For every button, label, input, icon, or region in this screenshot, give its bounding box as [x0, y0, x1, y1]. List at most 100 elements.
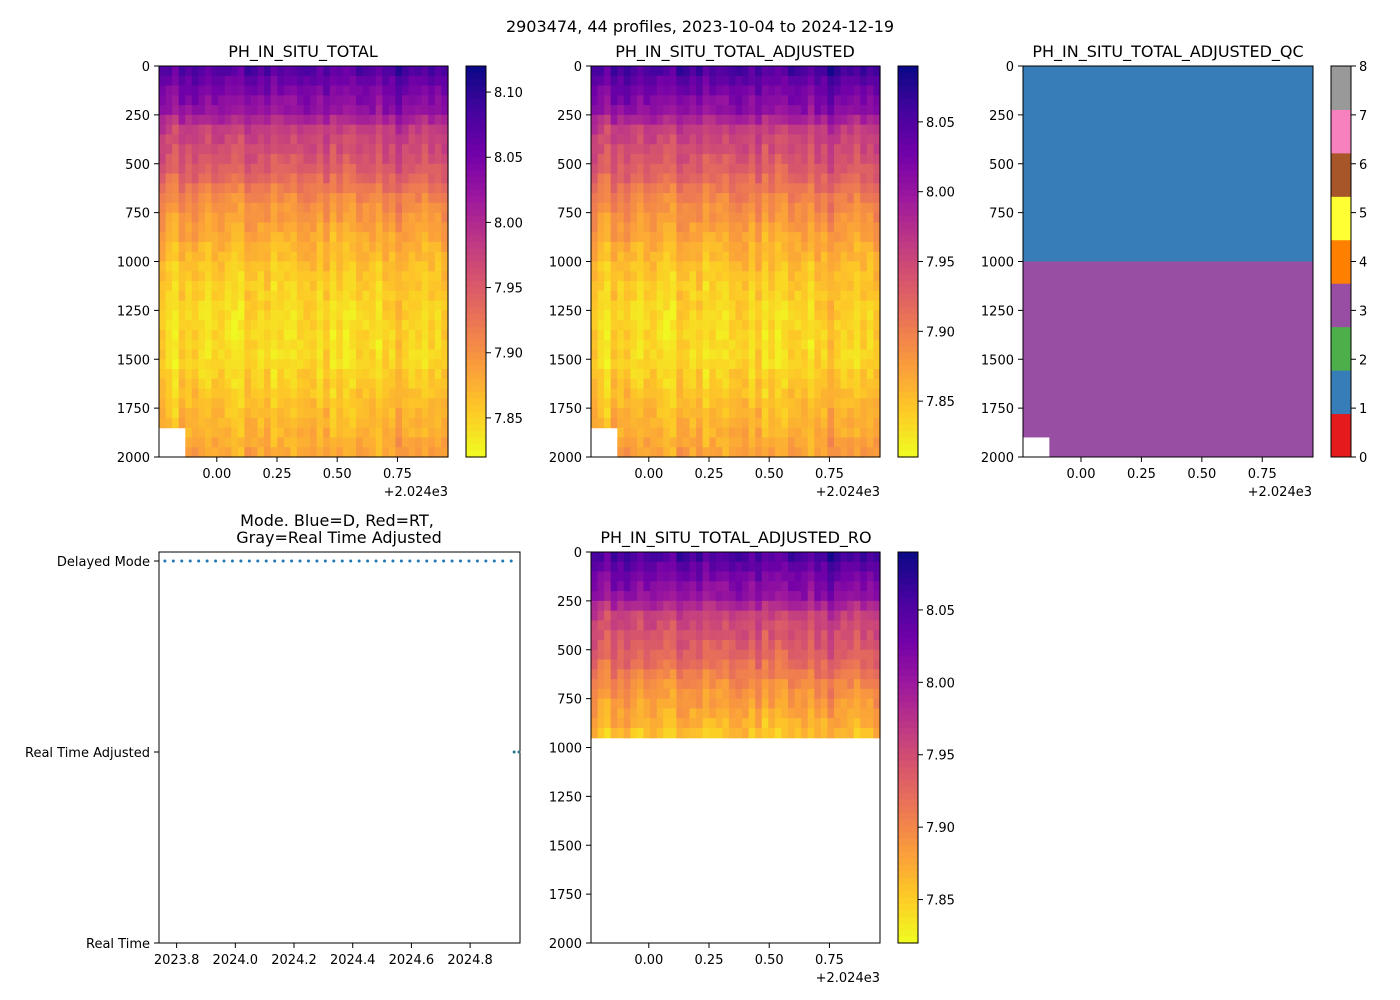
heatmap-cell	[847, 610, 855, 622]
heatmap-cell	[434, 427, 443, 439]
heatmap-cell	[801, 320, 809, 331]
heatmap-cell	[165, 349, 173, 360]
heatmap-cell	[702, 447, 710, 458]
heatmap-cell	[794, 241, 802, 253]
qc-colorbar-segment	[1331, 66, 1351, 110]
heatmap-cell	[591, 659, 599, 670]
heatmap-cell	[630, 447, 638, 458]
heatmap-cell	[250, 163, 259, 175]
heatmap-cell	[676, 329, 684, 341]
heatmap-cell	[296, 329, 305, 341]
heatmap-cell	[840, 581, 848, 592]
heatmap-cell	[853, 212, 861, 223]
heatmap-cell	[827, 688, 835, 700]
heatmap-cell	[722, 349, 730, 360]
heatmap-cell	[834, 310, 842, 321]
heatmap-cell	[604, 581, 612, 592]
heatmap-cell	[204, 66, 213, 77]
heatmap-cell	[198, 378, 206, 390]
heatmap-cell	[643, 339, 651, 351]
heatmap-cell	[250, 349, 259, 360]
heatmap-cell	[623, 222, 632, 233]
heatmap-cell	[434, 183, 443, 194]
heatmap-cell	[827, 173, 835, 184]
heatmap-cell	[669, 698, 677, 709]
heatmap-cell	[408, 163, 416, 175]
heatmap-cell	[185, 408, 193, 419]
heatmap-cell	[696, 581, 704, 592]
heatmap-cell	[349, 85, 357, 96]
heatmap-cell	[834, 251, 842, 263]
heatmap-cell	[382, 427, 390, 439]
heatmap-cell	[310, 408, 318, 419]
heatmap-cell	[369, 163, 377, 175]
heatmap-cell	[211, 339, 219, 351]
heatmap-cell	[866, 552, 875, 563]
heatmap-cell	[428, 105, 436, 116]
heatmap-cell	[172, 153, 180, 165]
heatmap-cell	[669, 95, 677, 106]
heatmap-cell	[702, 153, 710, 165]
heatmap-cell	[774, 105, 783, 116]
heatmap-cell	[866, 447, 875, 458]
heatmap-cell	[617, 290, 625, 302]
heatmap-cell	[617, 561, 625, 573]
heatmap-cell	[610, 718, 618, 729]
heatmap-cell	[257, 95, 265, 106]
heatmap-cell	[663, 193, 671, 204]
heatmap-cell	[814, 271, 822, 282]
heatmap-cell	[388, 153, 397, 165]
heatmap-cell	[415, 369, 423, 380]
heatmap-cell	[421, 339, 429, 351]
heatmap-cell	[623, 649, 632, 661]
heatmap-cell	[722, 571, 730, 582]
heatmap-cell	[834, 329, 842, 341]
heatmap-cell	[185, 202, 193, 214]
heatmap-cell	[735, 105, 743, 116]
heatmap-cell	[211, 212, 219, 223]
heatmap-cell	[428, 66, 436, 77]
colorbar-segment	[898, 636, 918, 644]
heatmap-cell	[735, 417, 743, 429]
colorbar-segment	[898, 248, 918, 256]
heatmap-cell	[597, 688, 605, 700]
heatmap-cell	[643, 95, 651, 106]
heatmap-cell	[774, 95, 783, 106]
heatmap-cell	[237, 95, 245, 106]
colorbar-segment	[898, 189, 918, 197]
heatmap-cell	[415, 349, 423, 360]
heatmap-cell	[873, 124, 881, 136]
heatmap-cell	[402, 75, 410, 87]
colorbar-segment	[898, 701, 918, 709]
heatmap-cell	[290, 202, 298, 214]
colorbar-segment	[898, 144, 918, 152]
heatmap-cell	[395, 124, 403, 136]
heatmap-cell	[742, 261, 750, 272]
heatmap-cell	[866, 271, 875, 282]
heatmap-cell	[636, 688, 645, 700]
heatmap-cell	[191, 232, 200, 243]
colorbar-segment	[466, 98, 486, 106]
heatmap-cell	[296, 183, 305, 194]
heatmap-cell	[310, 300, 318, 311]
heatmap-cell	[408, 369, 416, 380]
heatmap-cell	[185, 251, 193, 263]
heatmap-cell	[323, 173, 331, 184]
heatmap-cell	[310, 153, 318, 165]
heatmap-cell	[277, 437, 285, 448]
heatmap-cell	[617, 85, 625, 96]
heatmap-cell	[748, 437, 756, 448]
heatmap-cell	[264, 369, 272, 380]
colorbar-segment	[466, 365, 486, 373]
heatmap-cell	[643, 398, 651, 409]
heatmap-cell	[669, 669, 677, 680]
heatmap-cell	[650, 708, 658, 719]
heatmap-cell	[728, 649, 737, 661]
heatmap-cell	[722, 427, 730, 439]
heatmap-cell	[237, 85, 245, 96]
heatmap-cell	[663, 639, 671, 651]
heatmap-cell	[636, 212, 645, 223]
heatmap-cell	[211, 66, 219, 77]
heatmap-cell	[231, 124, 239, 136]
qc-colorbar-segment	[1331, 326, 1351, 371]
